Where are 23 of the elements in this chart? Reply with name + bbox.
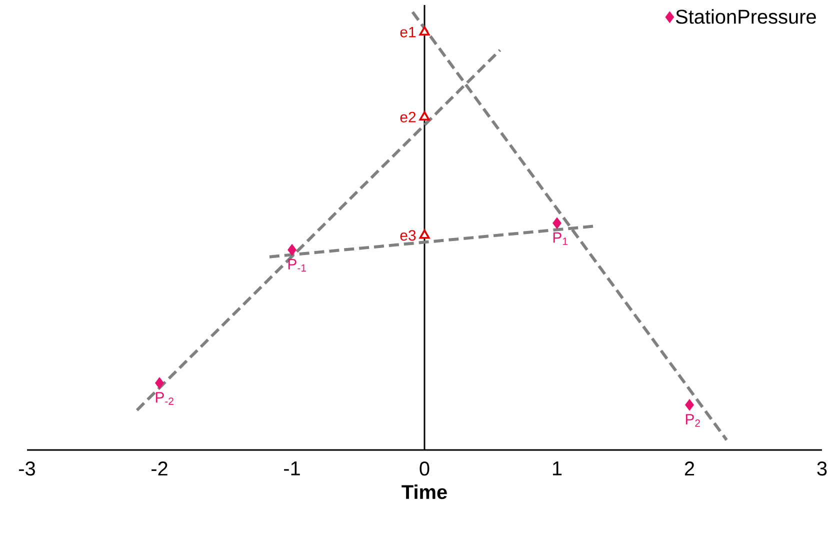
x-tick-label: -1 [284, 462, 300, 476]
annotation: e1 [400, 26, 416, 38]
point [419, 229, 430, 239]
x-tick-label: 2 [684, 462, 694, 476]
annotation: P$_{1}$ [553, 232, 568, 245]
annotation: P$_{-2}$ [156, 392, 174, 405]
x-tick-label: 3 [817, 462, 827, 476]
point [419, 111, 430, 121]
x-tick-label: -2 [152, 462, 168, 476]
point [552, 218, 562, 229]
x-tick-label: 1 [552, 462, 562, 476]
annotation: e2 [400, 112, 416, 122]
annotation: P$_{-1}$ [288, 259, 306, 272]
annotation: e3 [400, 230, 416, 241]
point [419, 26, 430, 36]
point [288, 244, 296, 256]
x-tick-label: 0 [420, 462, 430, 476]
annotation: P$_{2}$ [686, 414, 700, 427]
point [155, 378, 164, 388]
x-tick-label: -3 [19, 462, 35, 476]
x-axis-title: Time [402, 484, 447, 500]
point [685, 399, 694, 410]
legend-label: StationPressure [676, 9, 816, 24]
